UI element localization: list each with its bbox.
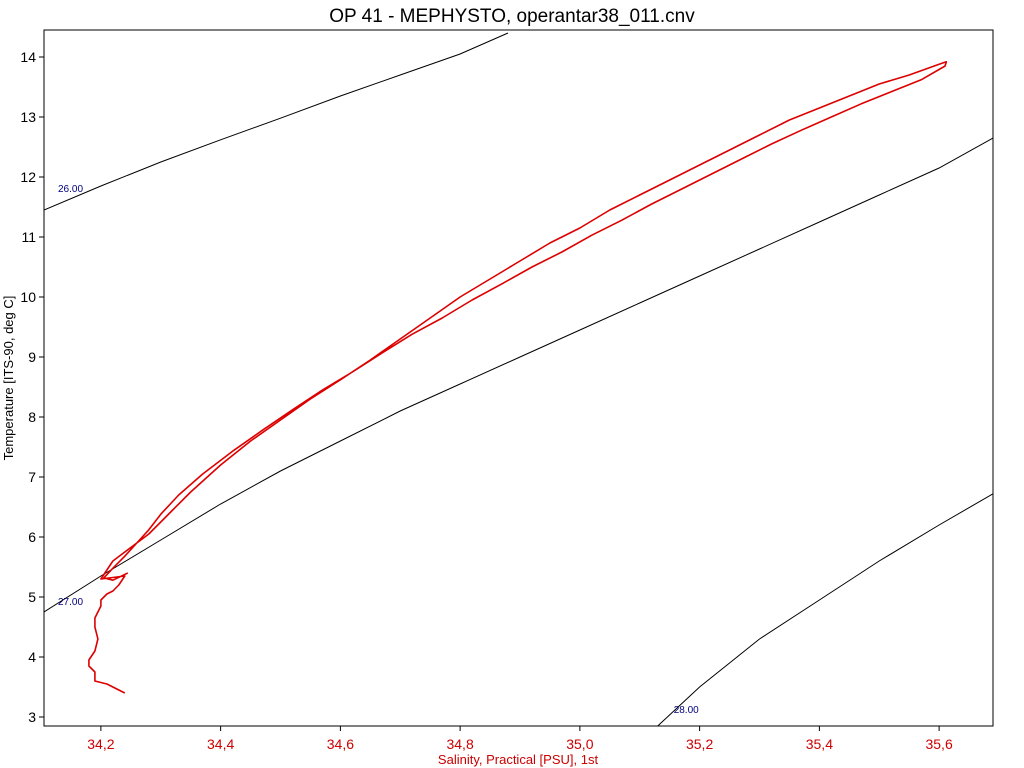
y-tick-label: 5 [28,589,36,605]
x-tick-label: 34,4 [207,736,234,752]
x-tick-label: 34,2 [87,736,114,752]
y-tick-label: 12 [20,169,36,185]
isopycnal-label: 28.00 [674,705,699,716]
y-tick-label: 10 [20,289,36,305]
y-tick-label: 14 [20,49,36,65]
x-axis: 34,2 34,4 34,6 34,8 35,0 35,2 35,4 35,6 [87,726,953,752]
y-axis: 3 4 5 6 7 8 9 10 11 12 13 14 [20,49,44,725]
x-tick-label: 35,6 [925,736,952,752]
x-tick-label: 34,6 [327,736,354,752]
chart-title: OP 41 - MEPHYSTO, operantar38_011.cnv [329,6,695,27]
isopycnal-label: 27.00 [58,597,83,608]
isopycnal-lines: 26.00 27.00 28.00 [44,32,993,726]
y-tick-label: 6 [28,529,36,545]
ts-profile [88,60,948,694]
y-tick-label: 9 [28,349,36,365]
y-tick-label: 7 [28,469,36,485]
y-tick-label: 11 [21,229,36,245]
x-axis-title: Salinity, Practical [PSU], 1st [438,752,599,767]
y-tick-label: 3 [28,709,36,725]
y-tick-label: 8 [28,409,36,425]
x-tick-label: 35,2 [686,736,713,752]
isopycnal-line-28.00 [657,493,993,726]
isopycnal-line-26.00 [44,32,509,211]
x-tick-label: 35,4 [806,736,833,752]
plot-frame [43,29,994,727]
isopycnal-label: 26.00 [58,184,83,195]
y-tick-label: 4 [28,649,36,665]
y-axis-title: Temperature [ITS-90, deg C] [1,296,16,461]
ts-profile-line-1 [88,60,948,694]
y-tick-label: 13 [20,109,36,125]
x-tick-label: 35,0 [566,736,593,752]
isopycnal-line-27.00 [44,137,993,613]
x-tick-label: 34,8 [446,736,473,752]
